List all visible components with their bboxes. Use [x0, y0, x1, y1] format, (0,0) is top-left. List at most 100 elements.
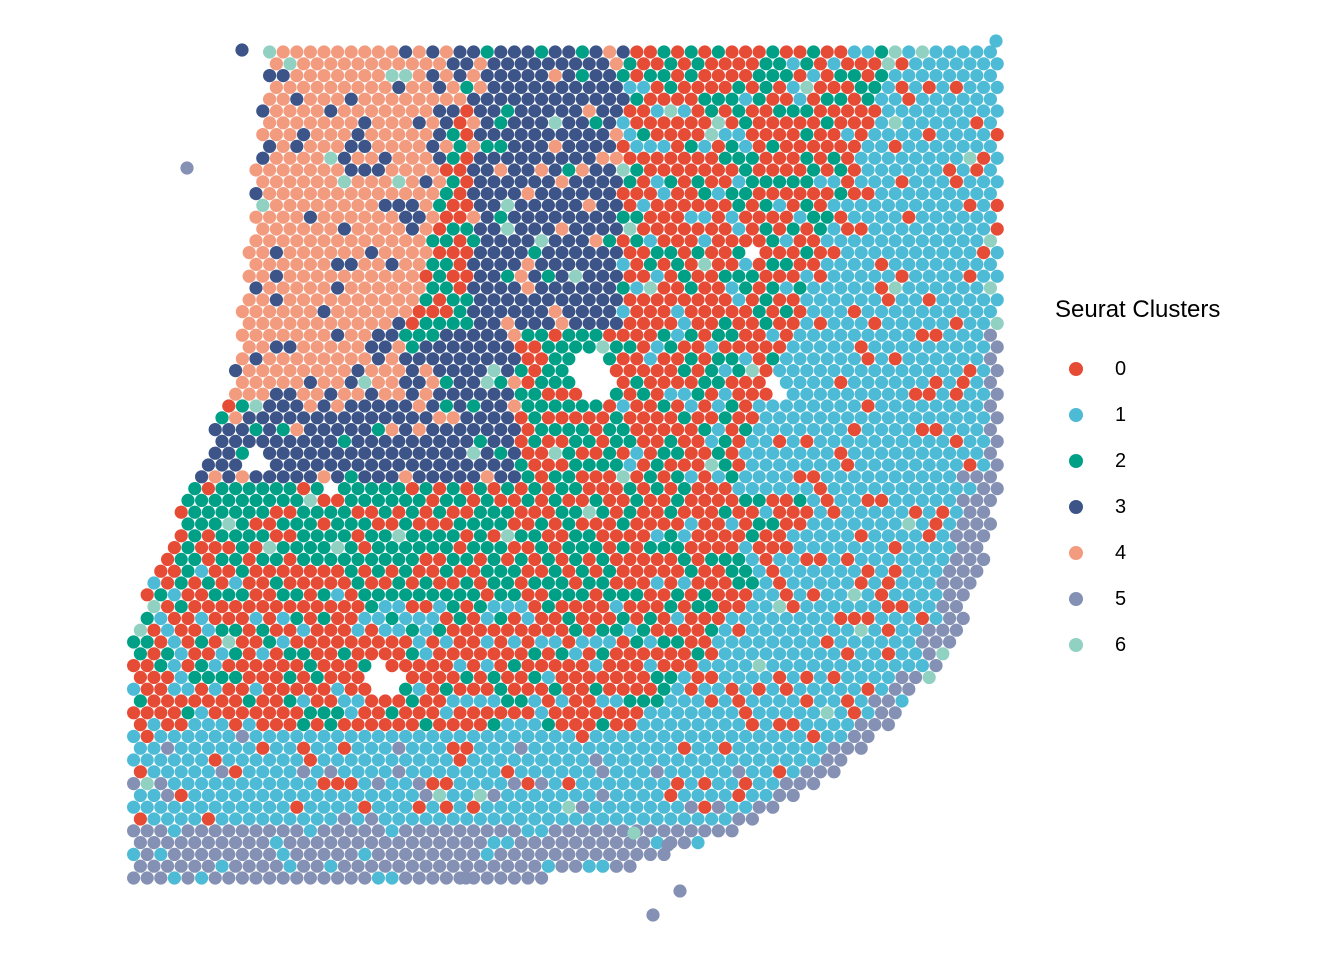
spot	[800, 198, 814, 212]
spot	[344, 729, 358, 744]
spot	[684, 399, 698, 413]
spot	[773, 765, 787, 779]
spot	[412, 635, 426, 649]
spot	[603, 163, 617, 177]
spot	[977, 387, 991, 401]
spot	[643, 541, 658, 555]
spot	[344, 611, 358, 626]
spot	[752, 706, 766, 720]
legend-key	[1055, 622, 1089, 668]
spot	[725, 493, 739, 507]
spot	[371, 187, 385, 201]
spot	[535, 588, 549, 602]
spot	[460, 198, 474, 212]
spot	[861, 328, 875, 342]
spot	[983, 423, 998, 437]
spot	[426, 139, 440, 153]
spot	[847, 470, 862, 484]
spot	[399, 210, 413, 224]
spot	[691, 623, 705, 637]
spot	[752, 446, 766, 460]
spot	[140, 753, 154, 767]
spot	[555, 340, 569, 354]
spot	[310, 812, 324, 826]
spot	[514, 222, 528, 236]
spot	[480, 753, 494, 767]
spot	[698, 139, 712, 153]
spot	[943, 69, 957, 83]
spot	[854, 647, 868, 661]
spot	[351, 600, 365, 614]
spot	[909, 80, 923, 94]
spot	[915, 305, 930, 319]
spot	[453, 423, 467, 437]
spot	[793, 729, 807, 744]
spot	[793, 281, 807, 295]
spot	[290, 541, 304, 555]
spot	[412, 92, 426, 106]
spot	[351, 765, 365, 779]
spot	[949, 529, 964, 543]
spot	[827, 741, 841, 755]
spot	[616, 824, 630, 838]
spot	[841, 293, 855, 307]
spot	[303, 375, 317, 389]
spot	[385, 493, 399, 507]
spot	[371, 847, 385, 862]
spot	[895, 222, 909, 236]
spot	[902, 116, 916, 130]
spot	[657, 92, 671, 106]
spot	[650, 529, 664, 543]
spot	[439, 588, 453, 602]
spot	[405, 151, 419, 165]
spot	[943, 187, 957, 201]
spot	[895, 529, 909, 543]
spot	[841, 387, 855, 401]
spot	[596, 859, 610, 873]
spot	[983, 45, 998, 59]
spot	[514, 741, 528, 755]
spot	[392, 552, 406, 567]
spot	[487, 151, 501, 165]
spot	[671, 541, 685, 555]
spot	[460, 741, 474, 755]
spot	[650, 293, 664, 307]
spot	[426, 305, 440, 319]
spot	[725, 375, 739, 389]
spot	[555, 80, 569, 94]
spot	[528, 340, 542, 354]
spot	[827, 552, 841, 567]
spot	[439, 824, 453, 838]
spot	[507, 187, 521, 201]
spot	[276, 659, 290, 673]
spot	[895, 364, 909, 378]
spot	[875, 659, 889, 673]
spot	[637, 812, 651, 826]
spot	[827, 623, 841, 637]
spot	[487, 623, 501, 637]
spot	[779, 423, 794, 437]
spot	[875, 116, 889, 130]
spot	[759, 411, 773, 425]
spot	[222, 423, 236, 437]
spot	[541, 57, 556, 71]
spot	[412, 116, 426, 130]
spot	[820, 69, 834, 83]
spot	[732, 411, 746, 425]
spot	[847, 423, 862, 437]
spot	[324, 529, 338, 543]
spot	[773, 505, 787, 519]
spot	[657, 257, 671, 271]
spot	[337, 434, 351, 448]
spot	[412, 163, 426, 177]
spot	[739, 163, 753, 177]
spot	[793, 564, 807, 578]
spot	[548, 69, 562, 83]
spot	[439, 729, 453, 744]
spot	[235, 470, 249, 484]
spot	[793, 210, 807, 224]
spot	[705, 316, 719, 330]
spot	[820, 423, 834, 437]
spot	[643, 588, 658, 602]
spot	[630, 281, 644, 295]
